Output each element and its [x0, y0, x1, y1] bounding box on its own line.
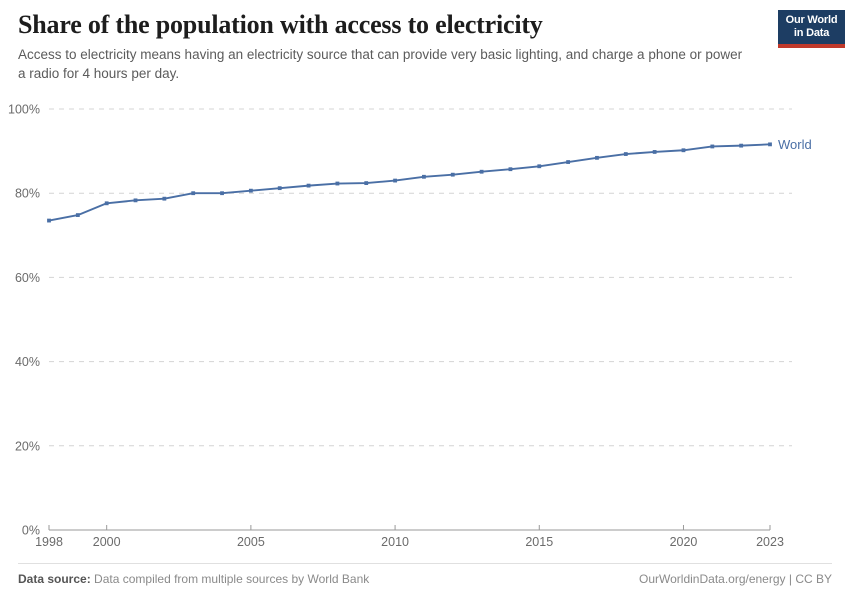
x-axis-tick-label: 2010 — [381, 535, 409, 549]
x-axis-tick-label: 2005 — [237, 535, 265, 549]
x-axis-tick-label: 2020 — [670, 535, 698, 549]
chart-footer: Data source: Data compiled from multiple… — [18, 572, 832, 586]
y-axis-tick-label: 0% — [22, 524, 40, 538]
data-point[interactable] — [47, 218, 51, 223]
y-axis-labels: 0% 20% 40% 60% 80% 100% — [8, 103, 40, 538]
y-axis-tick-label: 100% — [8, 103, 40, 117]
data-point[interactable] — [652, 150, 657, 154]
y-axis-tick-label: 20% — [15, 439, 40, 453]
data-point[interactable] — [739, 143, 744, 148]
chart-header: Share of the population with access to e… — [18, 10, 763, 83]
footer-divider — [18, 563, 832, 564]
data-point[interactable] — [768, 142, 772, 147]
data-point[interactable] — [220, 191, 224, 196]
data-point[interactable] — [393, 178, 397, 183]
x-axis-tick-label: 1998 — [35, 535, 63, 549]
data-point[interactable] — [681, 148, 686, 153]
data-point[interactable] — [277, 186, 282, 191]
data-source: Data source: Data compiled from multiple… — [18, 572, 369, 586]
data-point[interactable] — [422, 174, 426, 179]
y-axis-tick-label: 40% — [15, 355, 40, 369]
x-axis — [48, 525, 771, 531]
chart-subtitle: Access to electricity means having an el… — [18, 46, 743, 81]
owid-logo-line2: in Data — [793, 27, 830, 39]
owid-logo[interactable]: Our World in Data — [778, 10, 845, 48]
data-point[interactable] — [479, 169, 484, 174]
y-axis-tick-label: 60% — [15, 271, 40, 285]
data-point[interactable] — [595, 155, 599, 160]
x-axis-tick-label: 2015 — [525, 535, 553, 549]
data-point[interactable] — [623, 152, 628, 156]
data-point[interactable] — [566, 160, 571, 164]
x-axis-labels: 1998 2000 2005 2010 2015 2020 2023 — [35, 535, 784, 549]
series-line-world[interactable] — [48, 143, 771, 222]
data-point[interactable] — [450, 172, 455, 177]
footer-attribution[interactable]: OurWorldinData.org/energy | CC BY — [639, 572, 832, 586]
data-point[interactable] — [537, 164, 542, 169]
data-point[interactable] — [104, 201, 109, 206]
data-source-text: Data compiled from multiple sources by W… — [94, 572, 370, 586]
data-point[interactable] — [364, 181, 369, 185]
data-series: World — [47, 137, 812, 223]
series-label-world[interactable]: World — [778, 137, 812, 152]
data-point[interactable] — [133, 198, 138, 203]
owid-logo-line1: Our World — [785, 14, 838, 27]
data-source-label: Data source: — [18, 572, 91, 586]
chart-gridlines — [49, 108, 792, 447]
data-point[interactable] — [710, 144, 715, 149]
y-axis-tick-label: 80% — [15, 187, 40, 201]
x-axis-tick-label: 2000 — [93, 535, 121, 549]
data-point[interactable] — [306, 183, 311, 188]
page-title: Share of the population with access to e… — [18, 10, 543, 39]
data-point[interactable] — [248, 188, 253, 193]
x-axis-tick-label: 2023 — [756, 535, 784, 549]
data-point[interactable] — [162, 196, 167, 201]
data-point[interactable] — [75, 213, 80, 217]
data-point[interactable] — [191, 191, 196, 196]
data-point[interactable] — [335, 181, 340, 186]
data-point[interactable] — [508, 167, 513, 172]
